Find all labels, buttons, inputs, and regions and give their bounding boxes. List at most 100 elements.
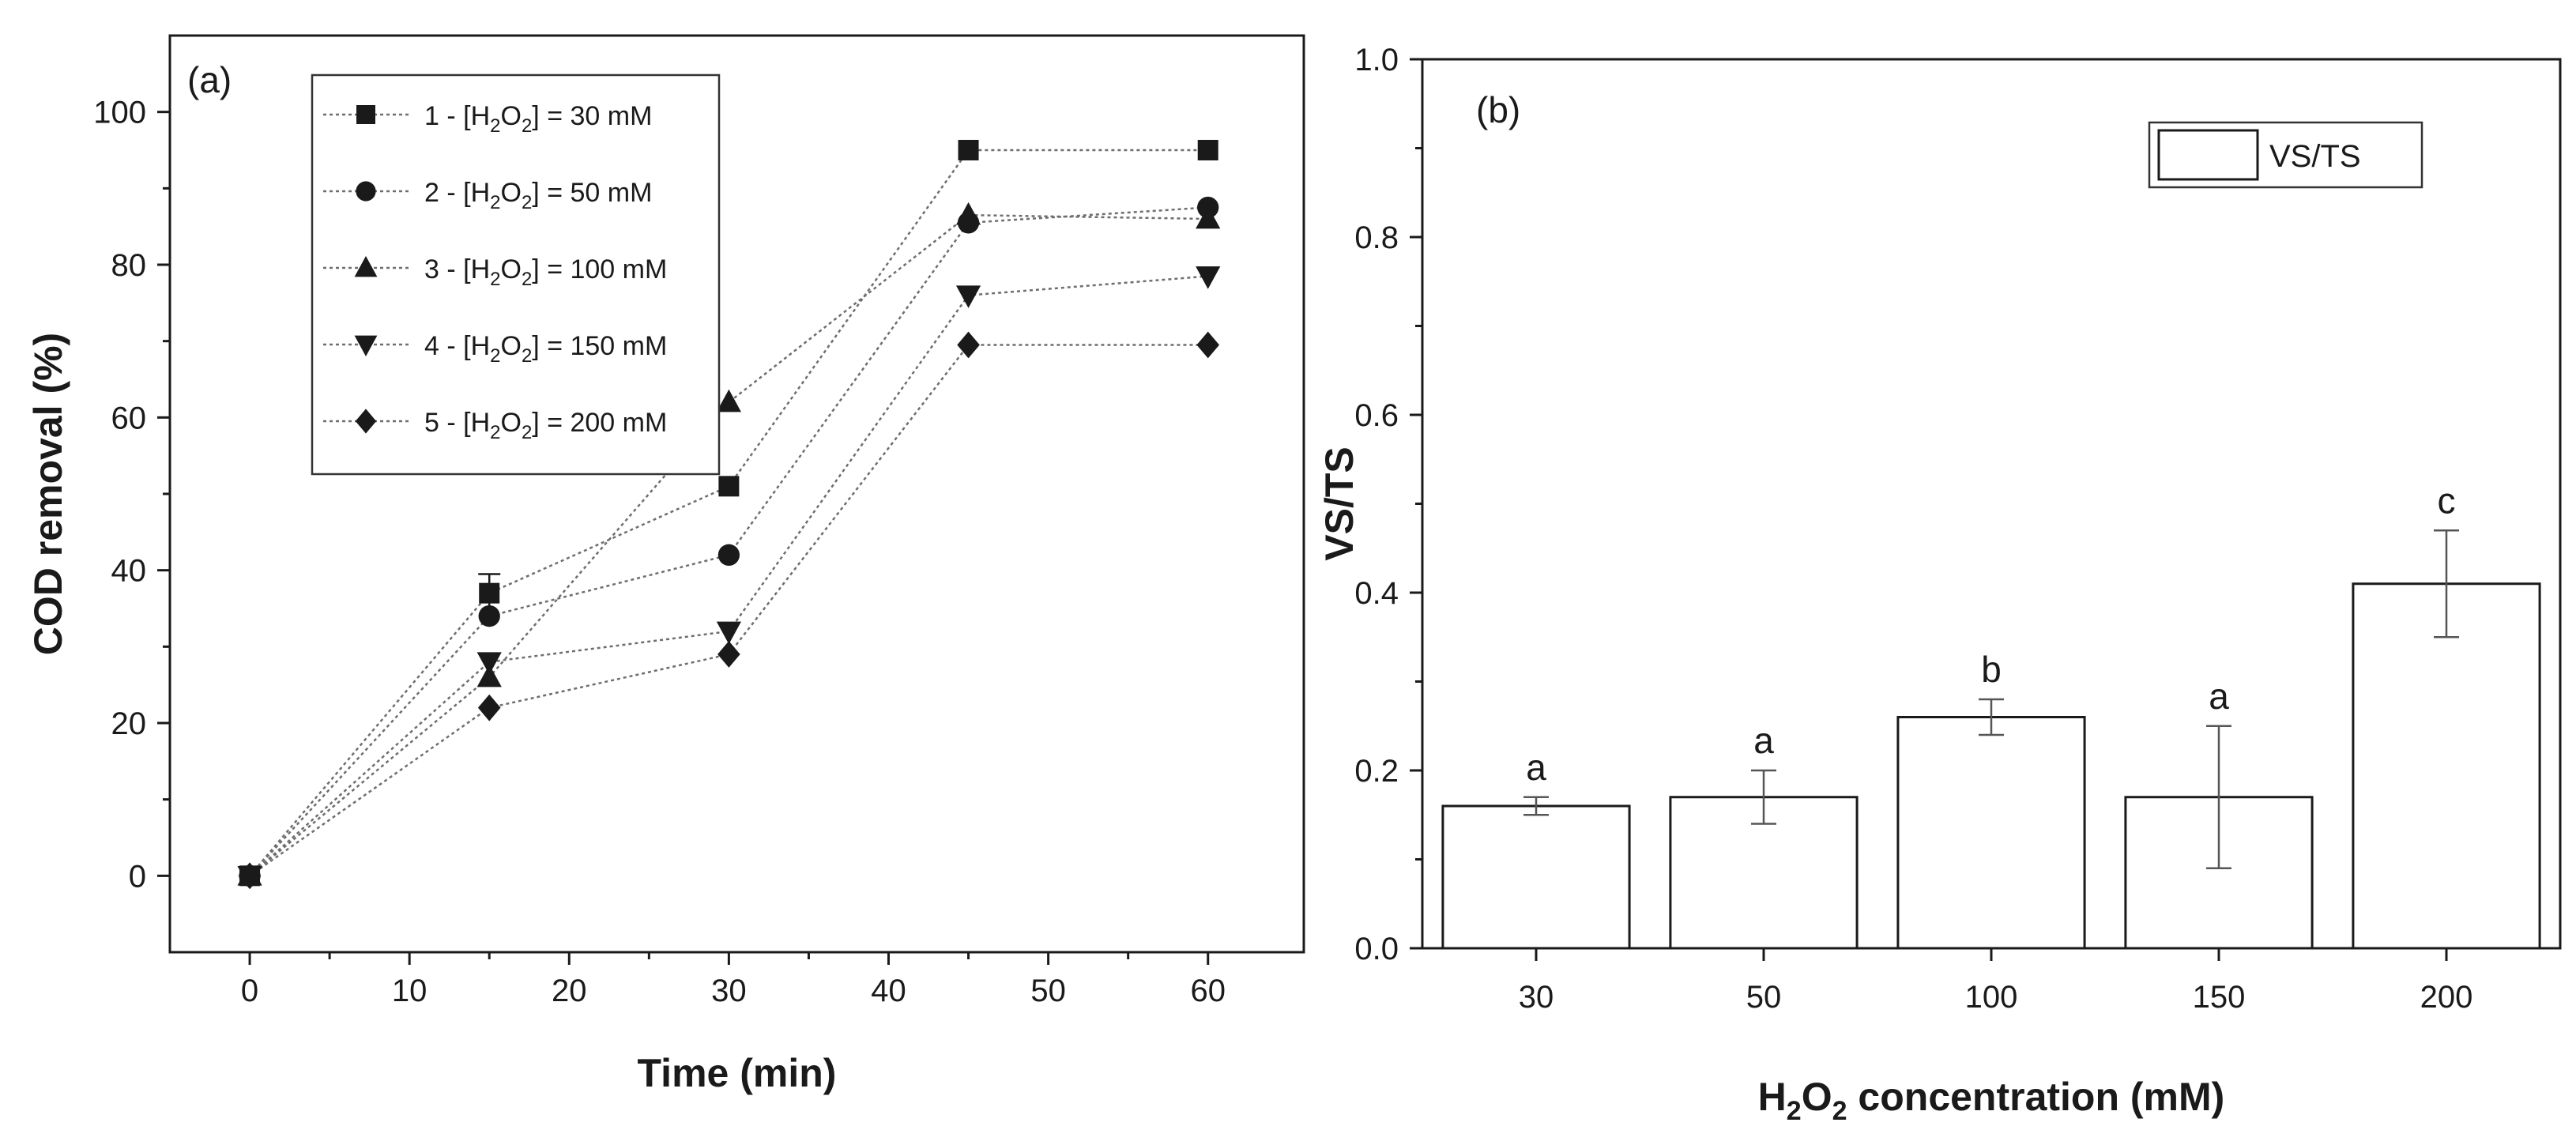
panel-a-point-s5 <box>1196 331 1220 359</box>
panel-a-legend-o: O <box>500 331 521 361</box>
panel-a-point-s2 <box>478 605 500 627</box>
panel-a-y-tick-label: 60 <box>111 401 147 435</box>
panel-a-legend: 1 - [H2O2] = 30 mM2 - [H2O2] = 50 mM3 - … <box>311 73 721 476</box>
panel-a-point-s3 <box>1196 205 1221 229</box>
panel-a-legend-suffix: ] = 50 mM <box>532 178 652 208</box>
panel-b-significance-letter: c <box>2438 480 2456 521</box>
panel-b-bar-200 <box>2352 582 2541 950</box>
panel-a-legend-entry-4: 4 - [H2O2] = 150 mM <box>424 331 667 367</box>
panel-b-x-tick-label: 200 <box>2420 980 2473 1015</box>
panel-a-legend-suffix: ] = 200 mM <box>532 408 667 438</box>
panel-a-legend-o: O <box>500 101 521 131</box>
panel-a-x-tick-label: 60 <box>1190 974 1226 1008</box>
panel-b-legend-swatch <box>2157 129 2259 181</box>
panel-b-x-tick-label: 100 <box>1965 980 2018 1015</box>
panel-a-point-s1 <box>958 140 979 160</box>
panel-a-legend-entry-1: 1 - [H2O2] = 30 mM <box>424 101 652 137</box>
panel-a-point-s3 <box>716 389 741 412</box>
panel-b-x-tick-label: 50 <box>1746 980 1782 1015</box>
panel-b-significance-letter: a <box>1526 747 1546 788</box>
panel-a-point-s5 <box>477 694 501 721</box>
panel-a-point-s4 <box>1196 266 1221 289</box>
panel-a-point-s4 <box>955 285 981 308</box>
panel-a-legend-sub: 2 <box>490 192 500 213</box>
panel-a-legend-marker <box>356 105 375 124</box>
panel-a-legend-prefix: 1 - [H <box>424 101 490 131</box>
panel-a-point-s1 <box>479 582 500 604</box>
panel-b-y-axis-label: VS/TS <box>1317 446 1361 560</box>
panel-a-plot-frame <box>168 34 1305 954</box>
panel-a-x-tick-label: 50 <box>1030 974 1066 1008</box>
panel-a-y-tick-label: 100 <box>93 96 146 130</box>
panel-b-ticks: 0.0 0.2 0.4 0.6 0.8 1.0 30 50 100 150 200 <box>1354 43 2472 1015</box>
panel-a-legend-prefix: 3 - [H <box>424 254 490 284</box>
panel-a-legend-marker <box>355 409 377 434</box>
panel-b-vsts-bar-chart: 0.0 0.2 0.4 0.6 0.8 1.0 30 50 100 150 200 a a b a c (b… <box>1317 43 2562 1126</box>
panel-b-significance-letter: a <box>1753 720 1774 761</box>
panel-a-legend-suffix: ] = 150 mM <box>532 331 667 361</box>
panel-a-y-tick-label: 80 <box>111 248 147 283</box>
panel-b-significance-letter: a <box>2209 676 2229 717</box>
panel-a-y-tick-label: 20 <box>111 706 147 741</box>
panel-a-legend-box <box>311 73 721 476</box>
panel-a-legend-o: O <box>500 408 521 438</box>
panel-a-legend-suffix: ] = 30 mM <box>532 101 652 131</box>
panel-b-y-tick-label: 0.8 <box>1354 220 1399 255</box>
panel-a-label: (a) <box>187 59 232 100</box>
panel-a-point-s3 <box>476 664 502 687</box>
panel-a-legend-sub: 2 <box>522 345 532 367</box>
panel-a-legend-marker <box>354 335 378 356</box>
panel-a-x-tick-label: 30 <box>711 974 747 1008</box>
panel-a-legend-entry-2: 2 - [H2O2] = 50 mM <box>424 178 652 213</box>
panel-a-legend-sub: 2 <box>490 115 500 137</box>
panel-a-legend-entry-3: 3 - [H2O2] = 100 mM <box>424 254 667 290</box>
panel-a-legend-o: O <box>500 178 521 208</box>
panel-a-legend-marker <box>354 256 378 277</box>
panel-b-x-axis-label-mid: O <box>1802 1075 1832 1119</box>
panel-a-legend-prefix: 4 - [H <box>424 331 490 361</box>
panel-a-legend-suffix: ] = 100 mM <box>532 254 667 284</box>
panel-a-legend-sub: 2 <box>522 269 532 290</box>
panel-b-x-axis-label-suffix: concentration (mM) <box>1847 1075 2225 1119</box>
panel-b-legend-label: VS/TS <box>2269 139 2361 174</box>
panel-b-x-tick-label: 30 <box>1519 980 1554 1015</box>
panel-a-cod-removal-chart: 0 10 20 30 40 50 60 0 20 40 60 80 100 (a) Time (min)… <box>26 34 1305 1095</box>
panel-a-x-tick-label: 20 <box>552 974 587 1008</box>
panel-b-significance-letter: b <box>1981 649 2002 690</box>
panel-b-x-axis-label-prefix: H <box>1758 1075 1787 1119</box>
panel-a-point-s4 <box>476 652 502 675</box>
panel-a-x-axis-label: Time (min) <box>638 1051 837 1095</box>
panel-b-y-tick-label: 0.6 <box>1354 398 1399 433</box>
panel-a-point-s1 <box>718 476 740 497</box>
panel-a-point-s5 <box>957 331 980 359</box>
panel-a-legend-sub: 2 <box>490 345 500 367</box>
panel-b-x-tick-label: 150 <box>2193 980 2246 1015</box>
panel-a-y-tick-label: 40 <box>111 554 147 589</box>
panel-a-y-tick-label: 0 <box>129 859 146 894</box>
panel-a-x-tick-label: 40 <box>871 974 906 1008</box>
panel-a-x-tick-label: 10 <box>392 974 427 1008</box>
panel-b-bar-100 <box>1896 716 2086 950</box>
panel-a-x-tick-label: 0 <box>241 974 258 1008</box>
panel-a-point-s5 <box>717 641 740 668</box>
panel-a-point-s2 <box>717 544 740 566</box>
panel-b-plot-frame <box>1421 58 2562 950</box>
panel-a-legend-entry-5: 5 - [H2O2] = 200 mM <box>424 408 667 443</box>
panel-b-y-tick-label: 0.2 <box>1354 754 1399 789</box>
panel-a-point-s3 <box>955 202 981 225</box>
panel-b-y-tick-label: 0.0 <box>1354 932 1399 966</box>
panel-b-y-tick-label: 1.0 <box>1354 43 1399 77</box>
panel-b-error-bars <box>1523 529 2459 869</box>
panel-a-point-s5 <box>238 862 262 890</box>
panel-a-y-axis-label: COD removal (%) <box>26 333 70 655</box>
panel-b-bars <box>1441 582 2541 950</box>
panel-a-point-s1 <box>1197 140 1218 160</box>
panel-b-bar-30 <box>1441 804 1631 950</box>
panel-b-x-axis-label-sub1: 2 <box>1787 1096 1802 1126</box>
panel-b-label: (b) <box>1476 89 1520 130</box>
panel-b-significance-letters: a a b a c <box>1526 480 2455 788</box>
panel-a-legend-sub: 2 <box>490 422 500 443</box>
panel-a-markers <box>237 140 1221 890</box>
panel-a-legend-prefix: 5 - [H <box>424 408 490 438</box>
